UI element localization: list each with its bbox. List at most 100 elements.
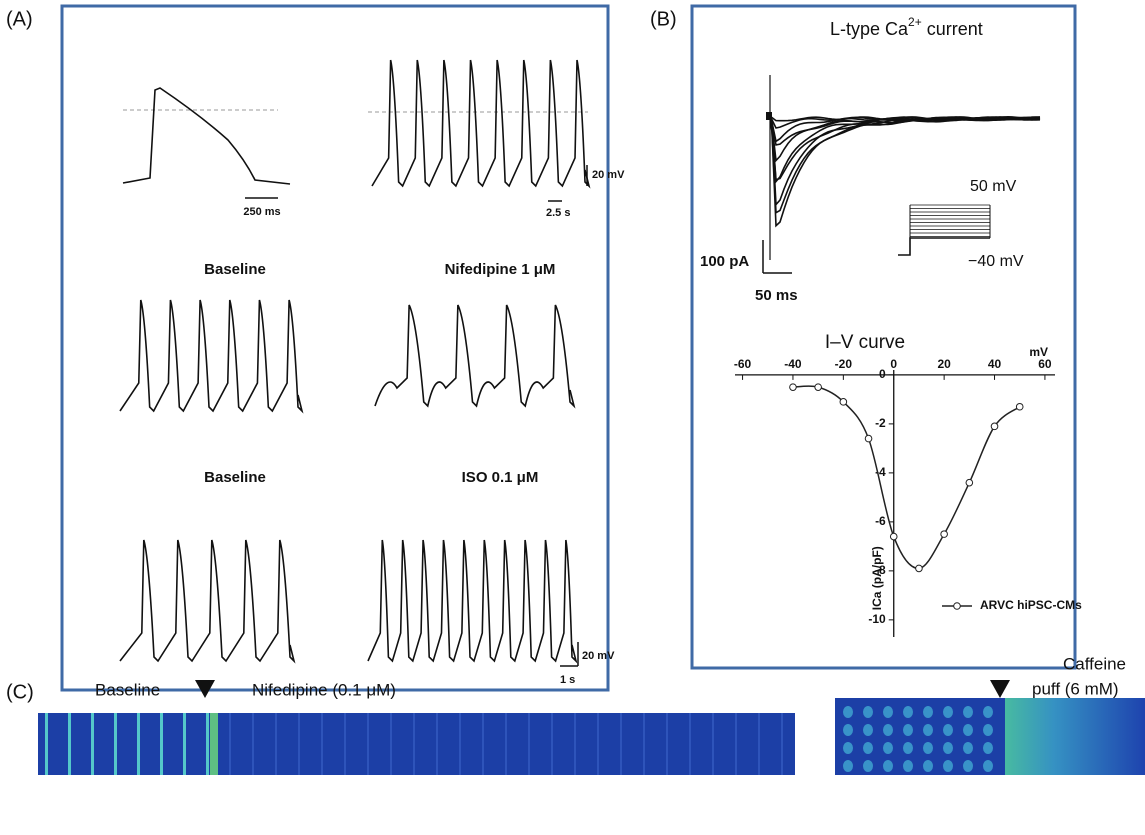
calcium-stripe <box>114 713 117 775</box>
calcium-stripe <box>91 713 94 775</box>
artifact <box>766 112 772 120</box>
y-tick-label: -8 <box>875 563 886 577</box>
scale-label: 1 s <box>560 674 575 686</box>
calcium-stripe <box>321 713 323 775</box>
calcium-stripe <box>666 713 668 775</box>
condition-label: puff (6 mM) <box>1032 679 1119 698</box>
iv-point <box>966 479 973 486</box>
protocol-label: −40 mV <box>968 253 1024 270</box>
calcium-stripe <box>712 713 714 775</box>
ap-trace <box>123 88 290 184</box>
calcium-stripe <box>206 713 209 775</box>
current-trace <box>770 118 1040 226</box>
y-tick-label: 0 <box>879 367 886 381</box>
calcium-spark <box>903 760 913 772</box>
protocol-label: 50 mV <box>970 178 1017 195</box>
iv-point <box>840 399 847 406</box>
y-tick-label: -10 <box>868 612 886 626</box>
y-tick-label: -6 <box>875 514 886 528</box>
calcium-spark <box>883 760 893 772</box>
calcium-spark <box>903 706 913 718</box>
iv-point <box>790 384 797 391</box>
calcium-stripe <box>597 713 599 775</box>
calcium-stripe <box>68 713 71 775</box>
calcium-spark <box>863 724 873 736</box>
calcium-spark <box>943 724 953 736</box>
panel-a-frame <box>62 6 608 690</box>
calcium-spark <box>923 724 933 736</box>
x-tick-label: -20 <box>835 357 853 371</box>
calcium-spark <box>903 742 913 754</box>
x-tick-label: 40 <box>988 357 1002 371</box>
calcium-stripe <box>781 713 783 775</box>
y-axis-label: ICa (pA/pF) <box>870 546 884 610</box>
calcium-stripe <box>551 713 553 775</box>
condition-label: Baseline <box>204 261 266 278</box>
calcium-spark <box>983 724 993 736</box>
calcium-stripe <box>344 713 346 775</box>
panel-label: (A) <box>6 8 33 30</box>
x-tick-label: -40 <box>784 357 802 371</box>
ap-trace <box>368 540 576 661</box>
chart-title: I–V curve <box>825 332 905 353</box>
iv-point <box>1016 403 1023 410</box>
calcium-spark <box>943 760 953 772</box>
calcium-stripe <box>183 713 186 775</box>
x-tick-label: 20 <box>937 357 951 371</box>
calcium-stripe <box>210 713 218 775</box>
condition-label: ISO 0.1 μM <box>462 469 539 486</box>
condition-label: Caffeine <box>1063 654 1126 673</box>
linescan-image <box>38 713 795 775</box>
legend-label: ARVC hiPSC-CMs <box>980 598 1082 612</box>
calcium-spark <box>863 742 873 754</box>
iv-point <box>890 533 897 540</box>
calcium-spark <box>883 742 893 754</box>
calcium-spark <box>843 760 853 772</box>
arrow <box>990 680 1010 698</box>
calcium-stripe <box>758 713 760 775</box>
figure: (A) (B) (C) 250 ms 20 mV 2.5 s Baseline … <box>0 0 1145 830</box>
scale-label: 20 mV <box>582 650 615 662</box>
x-tick-label: 60 <box>1038 357 1052 371</box>
calcium-spark <box>983 760 993 772</box>
calcium-spark <box>963 706 973 718</box>
calcium-spark <box>923 760 933 772</box>
x-tick-label: -60 <box>734 357 752 371</box>
calcium-spark <box>983 706 993 718</box>
ap-trace <box>372 60 589 186</box>
legend-marker <box>954 603 961 610</box>
y-tick-label: -2 <box>875 416 886 430</box>
panel-label: (B) <box>650 8 677 30</box>
iv-point <box>991 423 998 430</box>
condition-label: Nifedipine (0.1 μM) <box>252 680 396 699</box>
calcium-stripe <box>390 713 392 775</box>
caffeine-transient <box>1005 698 1145 775</box>
calcium-stripe <box>643 713 645 775</box>
calcium-stripe <box>229 713 231 775</box>
calcium-stripe <box>367 713 369 775</box>
scale-label: 50 ms <box>755 287 798 304</box>
ap-trace <box>120 540 294 661</box>
calcium-stripe <box>505 713 507 775</box>
calcium-stripe <box>137 713 140 775</box>
calcium-stripe <box>252 713 254 775</box>
scale-label: 20 mV <box>592 169 625 181</box>
calcium-spark <box>943 706 953 718</box>
calcium-stripe <box>413 713 415 775</box>
calcium-stripe <box>482 713 484 775</box>
calcium-spark <box>883 706 893 718</box>
calcium-stripe <box>45 713 48 775</box>
calcium-spark <box>943 742 953 754</box>
iv-point <box>916 565 923 572</box>
iv-point <box>941 531 948 538</box>
iv-point <box>815 384 822 391</box>
calcium-spark <box>923 706 933 718</box>
calcium-spark <box>863 760 873 772</box>
current-trace <box>770 118 1040 213</box>
calcium-spark <box>983 742 993 754</box>
scale-label: 250 ms <box>243 206 280 218</box>
calcium-stripe <box>298 713 300 775</box>
iv-line <box>793 386 1020 568</box>
calcium-spark <box>863 706 873 718</box>
iv-point <box>865 435 872 442</box>
